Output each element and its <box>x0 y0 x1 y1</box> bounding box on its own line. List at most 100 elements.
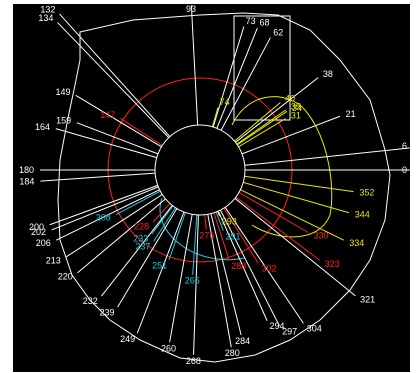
ray-label-93: 93 <box>186 4 196 14</box>
ray-label-0: 0 <box>402 165 407 175</box>
ray-label-280: 280 <box>225 348 240 358</box>
ray-label-232: 232 <box>83 296 98 306</box>
ray-label-239: 239 <box>99 307 114 317</box>
ray-134 <box>57 22 170 138</box>
ray-251 <box>168 212 186 260</box>
ray-label-164: 164 <box>35 122 50 132</box>
ray-group <box>40 5 419 355</box>
ray-147 <box>120 117 163 146</box>
ray-label-321: 321 <box>360 295 375 305</box>
ray-label-251: 251 <box>152 260 167 270</box>
ray-label-323: 323 <box>325 259 340 269</box>
ray-202 <box>51 186 159 231</box>
center-hub <box>154 124 246 216</box>
white-outer-envelope <box>57 12 391 363</box>
ray-297 <box>219 209 280 327</box>
ray-label-304: 304 <box>307 323 322 333</box>
ray-label-352: 352 <box>359 187 374 197</box>
ray-159 <box>76 122 159 155</box>
ray-352 <box>244 175 354 193</box>
ray-label-68: 68 <box>260 18 270 28</box>
ray-label-220: 220 <box>58 272 73 282</box>
ray-284 <box>210 213 242 336</box>
ray-label-208: 208 <box>96 212 111 222</box>
ray-294 <box>217 210 268 321</box>
ray-label-180: 180 <box>19 165 34 175</box>
ray-93 <box>190 5 199 126</box>
ray-label-73: 73 <box>246 16 256 26</box>
ray-label-184: 184 <box>19 177 34 187</box>
ray-21 <box>241 115 341 155</box>
ray-184 <box>40 172 156 182</box>
ray-label-294: 294 <box>270 321 285 331</box>
ray-label-132: 132 <box>40 4 55 14</box>
ray-label-228: 228 <box>134 221 149 231</box>
ray-68 <box>216 27 258 129</box>
ray-132 <box>59 13 171 137</box>
ray-323 <box>235 196 321 261</box>
ray-label-334: 334 <box>349 238 364 248</box>
ray-200 <box>49 184 158 226</box>
ray-label-266: 266 <box>185 276 200 286</box>
ray-291 <box>215 211 224 231</box>
ray-302 <box>223 207 259 264</box>
ray-label-213: 213 <box>46 255 61 265</box>
ray-266 <box>192 214 198 275</box>
ray-228 <box>152 203 171 223</box>
ray-330 <box>238 192 309 233</box>
ray-344 <box>243 181 350 214</box>
ray-label-288: 288 <box>231 261 246 271</box>
ray-label-40: 40 <box>285 94 295 104</box>
ray-34 <box>237 110 288 146</box>
ray-74 <box>211 107 219 127</box>
ray-label-35: 35 <box>291 101 301 111</box>
ray-label-134: 134 <box>38 13 53 23</box>
ray-label-149: 149 <box>56 87 71 97</box>
ray-31 <box>238 118 286 148</box>
ray-label-297: 297 <box>282 326 297 336</box>
ray-280 <box>207 214 232 348</box>
ray-232 <box>101 205 173 297</box>
ray-label-21: 21 <box>346 109 356 119</box>
ray-label-233: 233 <box>133 234 148 244</box>
ray-237 <box>153 207 176 242</box>
ray-321 <box>234 197 356 297</box>
ray-268 <box>193 214 199 355</box>
ray-6 <box>244 146 419 166</box>
ray-label-268: 268 <box>186 356 201 366</box>
ray-239 <box>117 208 178 308</box>
ray-label-302: 302 <box>261 263 276 273</box>
ray-label-206: 206 <box>36 238 51 248</box>
ray-40 <box>234 102 281 142</box>
ray-label-276: 276 <box>199 231 214 241</box>
ray-260 <box>169 214 193 343</box>
ray-label-147: 147 <box>100 110 115 120</box>
ray-213 <box>65 194 163 258</box>
ray-35 <box>236 109 287 145</box>
ray-label-38: 38 <box>323 69 333 79</box>
ray-164 <box>55 128 157 159</box>
ray-149 <box>75 94 162 148</box>
ray-label-344: 344 <box>355 209 370 219</box>
ray-73 <box>212 26 245 128</box>
ray-label-284: 284 <box>235 336 250 346</box>
ray-276 <box>204 214 207 230</box>
ray-label-200: 200 <box>29 222 44 232</box>
ray-206 <box>55 189 160 241</box>
ray-label-31: 31 <box>291 110 301 120</box>
ray-label-260: 260 <box>161 343 176 353</box>
ray-label-249: 249 <box>120 334 135 344</box>
ray-label-202: 202 <box>31 227 46 237</box>
ray-label-330: 330 <box>313 231 328 241</box>
highlight-box <box>233 15 291 121</box>
ray-label-6: 6 <box>402 141 407 151</box>
ray-label-74: 74 <box>220 97 230 107</box>
ray-label-62: 62 <box>273 27 283 37</box>
ray-293 <box>217 211 220 217</box>
ray-label-237: 237 <box>135 241 150 251</box>
ray-304 <box>224 207 304 324</box>
ray-249 <box>136 211 185 334</box>
cyan-arc-lower <box>159 197 246 261</box>
